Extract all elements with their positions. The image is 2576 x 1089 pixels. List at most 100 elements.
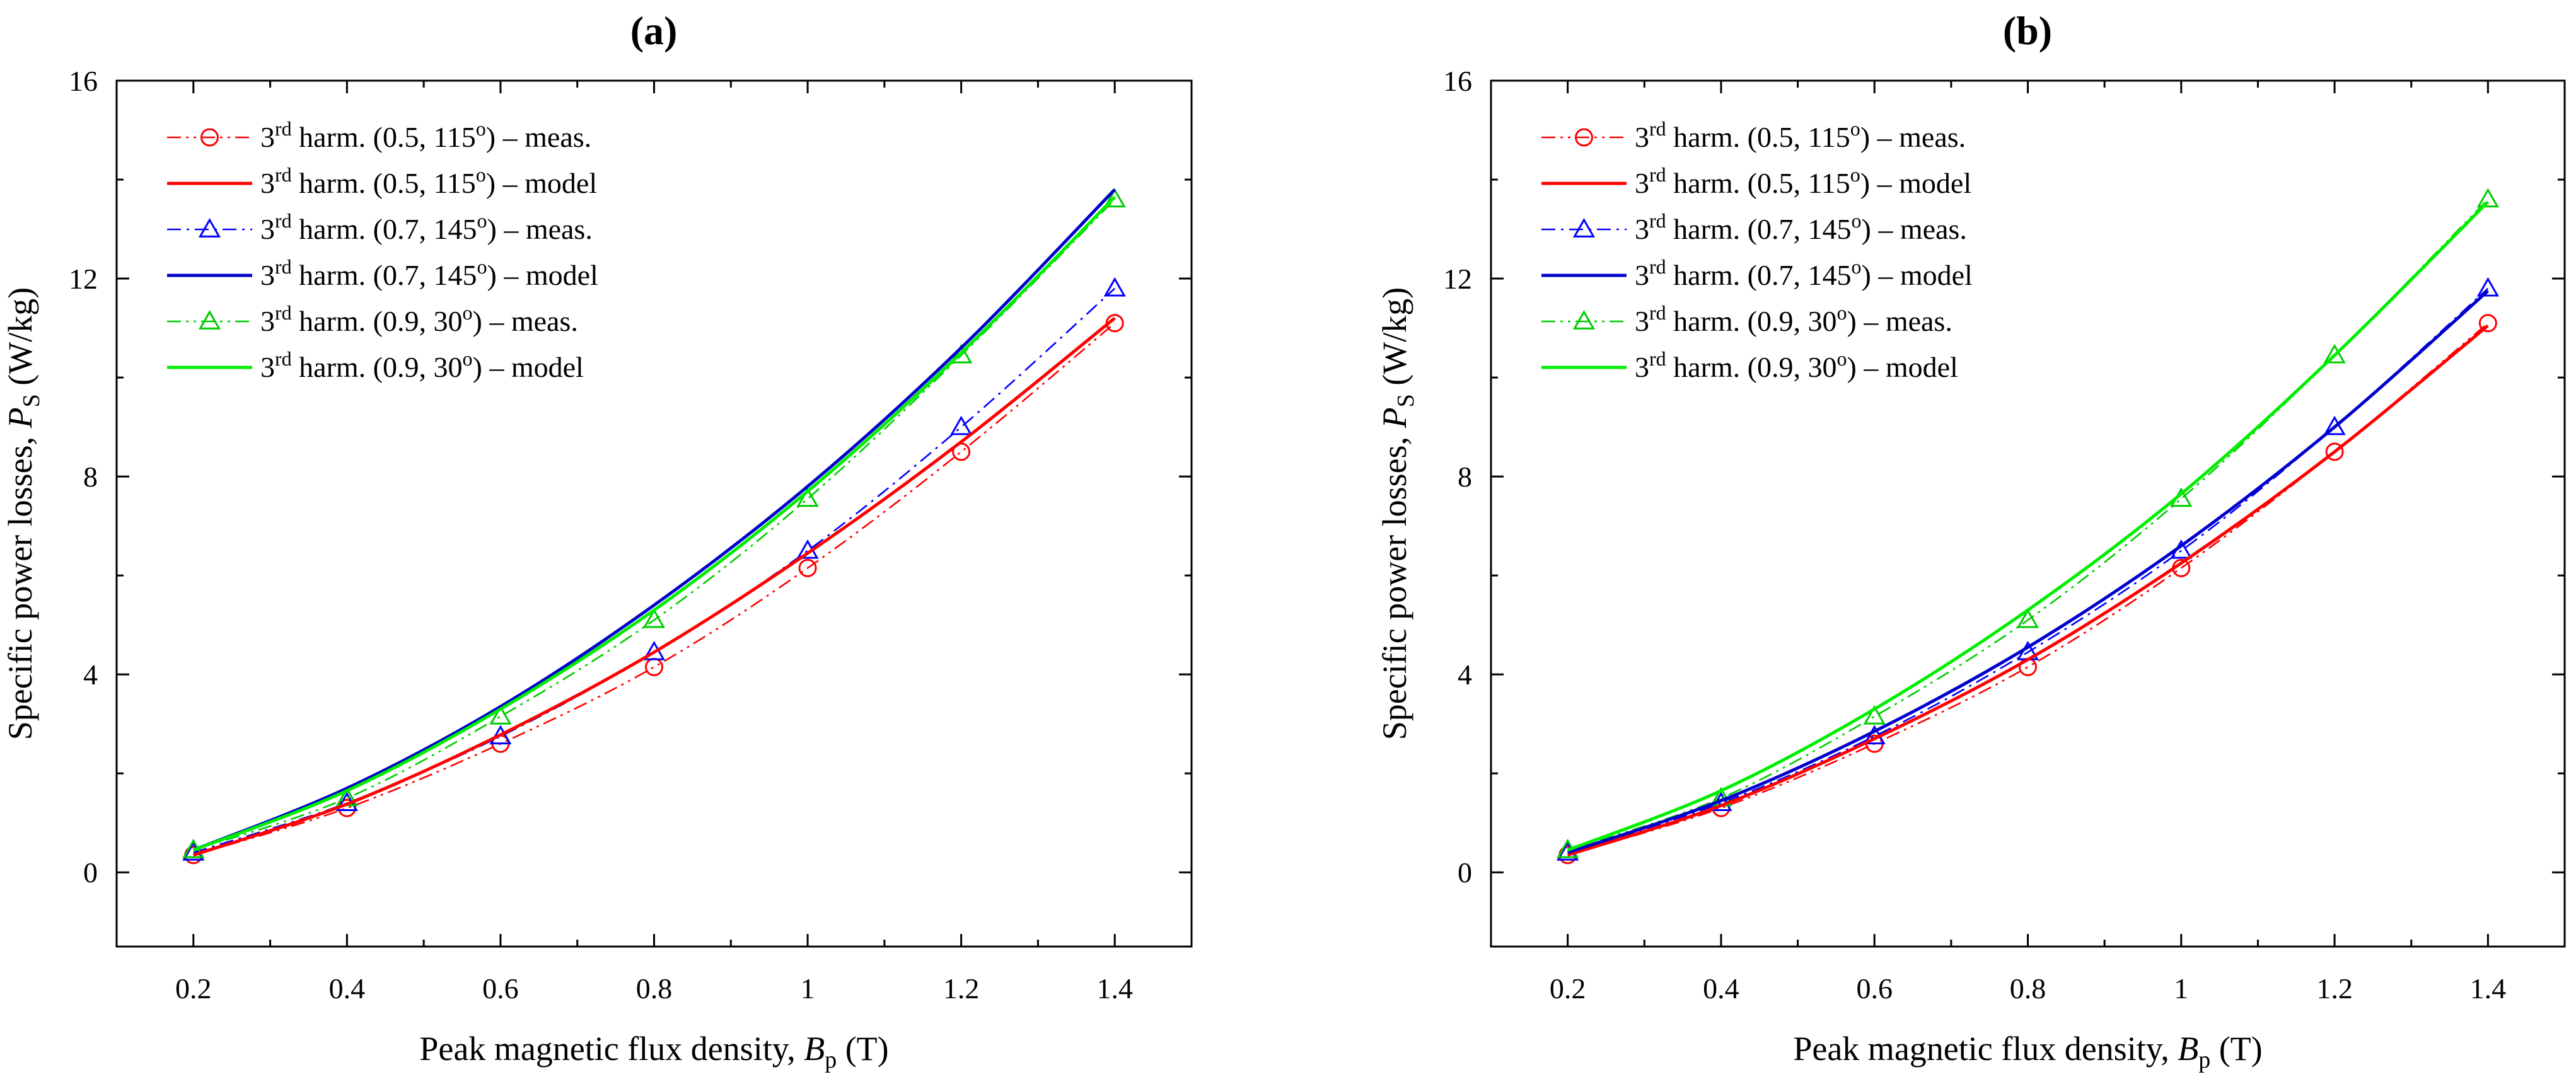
legend-label-params: harm. (0.9, 30 <box>1666 351 1837 383</box>
legend-label-kind: ) – model <box>1860 167 1971 199</box>
legend-label-superscript: rd <box>275 117 292 140</box>
y-axis-label-text: Specific power losses, <box>1 428 39 740</box>
x-axis-subscript: p <box>2198 1047 2210 1073</box>
legend-label-degree: o <box>1852 255 1862 278</box>
chart-title-close: ) <box>664 8 677 53</box>
legend-label-kind: ) – model <box>473 351 584 383</box>
legend-entry: 3rd harm. (0.9, 30o) – model <box>1541 347 1958 383</box>
legend-label-kind: ) – model <box>1862 259 1973 291</box>
legend-label-superscript: rd <box>1649 301 1666 324</box>
series-line <box>192 188 1117 852</box>
data-point-marker <box>182 841 205 861</box>
legend-label-kind: ) – meas. <box>487 213 593 245</box>
legend-label-number: 3 <box>1635 167 1649 199</box>
data-point-marker <box>2323 415 2346 435</box>
chart-panel-a: (a) 0.2 0.4 0.6 0.8 1 1.2 1.4 0 4 8 12 16 Peak magnet… <box>1 8 1193 1073</box>
legend-label-kind: ) – meas. <box>1847 305 1952 337</box>
y-axis-variable: P <box>1 407 39 429</box>
legend-label-superscript: rd <box>275 255 292 278</box>
legend-label: 3rd harm. (0.7, 145o) – model <box>260 255 598 291</box>
legend-label-degree: o <box>1850 163 1860 186</box>
legend-label: 3rd harm. (0.5, 115o) – model <box>1635 163 1971 199</box>
legend-label-params: harm. (0.7, 145 <box>292 259 477 291</box>
chart-title-open: ( <box>630 8 644 53</box>
legend-label-superscript: rd <box>1649 255 1666 278</box>
y-axis-unit: (W/kg) <box>1376 287 1413 394</box>
legend-label-degree: o <box>1837 347 1847 370</box>
data-point-marker <box>1863 705 1886 725</box>
legend-label-number: 3 <box>1635 351 1649 383</box>
y-axis-variable: P <box>1376 407 1413 429</box>
y-axis-label: Specific power losses, PS (W/kg) <box>1376 287 1419 740</box>
data-point-marker <box>950 415 973 435</box>
legend-marker <box>1575 128 1593 147</box>
data-point-marker <box>642 608 666 628</box>
data-point-marker <box>2325 442 2344 461</box>
legend-label-superscript: rd <box>1649 347 1666 370</box>
series-line <box>1567 322 2489 856</box>
chart-panel-b: (b) 0.2 0.4 0.6 0.8 1 1.2 1.4 0 4 8 12 16 Peak magnet… <box>1376 8 2566 1073</box>
series-2 <box>192 316 1116 857</box>
series-2 <box>1567 324 2489 857</box>
legend-entry: 3rd harm. (0.7, 145o) – meas. <box>1541 209 1967 245</box>
y-tick-label: 0 <box>1458 856 1472 889</box>
series-4 <box>1567 289 2490 855</box>
legend-label-kind: ) – meas. <box>486 121 591 153</box>
legend-label-number: 3 <box>1635 213 1649 245</box>
legend-entry: 3rd harm. (0.5, 115o) – meas. <box>1541 117 1966 153</box>
legend-marker <box>198 217 221 238</box>
legend-label: 3rd harm. (0.5, 115o) – meas. <box>1635 117 1966 153</box>
legend-label-params: harm. (0.7, 145 <box>1666 259 1852 291</box>
x-tick-label: 1.2 <box>2316 972 2353 1005</box>
legend-label-superscript: rd <box>1649 117 1666 140</box>
data-point-marker <box>2476 188 2499 208</box>
legend-label-number: 3 <box>1635 305 1649 337</box>
legend-label-superscript: rd <box>275 209 292 232</box>
series-6 <box>1567 200 2490 852</box>
x-tick-label: 0.4 <box>1703 972 1739 1005</box>
legend-label-kind: ) – meas. <box>1862 213 1967 245</box>
legend-label: 3rd harm. (0.5, 115o) – meas. <box>260 117 591 153</box>
legend-marker <box>1572 217 1596 238</box>
legend-label: 3rd harm. (0.9, 30o) – meas. <box>260 301 578 337</box>
legend-label-kind: ) – meas. <box>473 305 578 337</box>
legend-label-degree: o <box>476 163 486 186</box>
legend-label-superscript: rd <box>1649 209 1666 232</box>
legend-label-superscript: rd <box>275 347 292 370</box>
legend-label-params: harm. (0.7, 145 <box>292 213 477 245</box>
chart-title-open: ( <box>2003 8 2016 53</box>
series-line <box>1567 199 2489 851</box>
legend-label-number: 3 <box>260 121 275 153</box>
series-line <box>1567 200 2490 852</box>
legend-label-params: harm. (0.5, 115 <box>292 121 476 153</box>
data-point-marker <box>2016 608 2039 628</box>
series-line <box>192 195 1116 852</box>
legend-label-params: harm. (0.5, 115 <box>1666 167 1850 199</box>
y-tick-label: 0 <box>83 856 98 889</box>
y-tick-label: 12 <box>69 263 98 295</box>
x-tick-label: 1 <box>801 972 815 1005</box>
series-line <box>193 322 1116 856</box>
data-point-marker <box>2476 277 2499 297</box>
chart-title-label: b <box>2016 8 2039 53</box>
legend-label-params: harm. (0.5, 115 <box>1666 121 1850 153</box>
series-line <box>192 316 1116 857</box>
y-axis-subscript: S <box>18 394 45 407</box>
x-axis-variable: B <box>2178 1030 2198 1068</box>
y-tick-label: 4 <box>83 659 98 691</box>
legend-label-number: 3 <box>260 351 275 383</box>
y-tick-label: 4 <box>1458 659 1472 691</box>
legend-label-superscript: rd <box>275 301 292 324</box>
legend-label: 3rd harm. (0.9, 30o) – meas. <box>1635 301 1952 337</box>
x-tick-label: 0.6 <box>1856 972 1893 1005</box>
legend-label-kind: ) – model <box>1847 351 1958 383</box>
legend-label-superscript: rd <box>275 163 292 186</box>
legend-label-degree: o <box>1850 117 1860 140</box>
legend-entry: 3rd harm. (0.7, 145o) – model <box>167 255 598 291</box>
legend-label-degree: o <box>1852 209 1862 232</box>
legend-label-params: harm. (0.5, 115 <box>292 167 476 199</box>
data-point-marker <box>489 725 512 745</box>
chart-title-close: ) <box>2039 8 2052 53</box>
legend-label-kind: ) – model <box>486 167 597 199</box>
